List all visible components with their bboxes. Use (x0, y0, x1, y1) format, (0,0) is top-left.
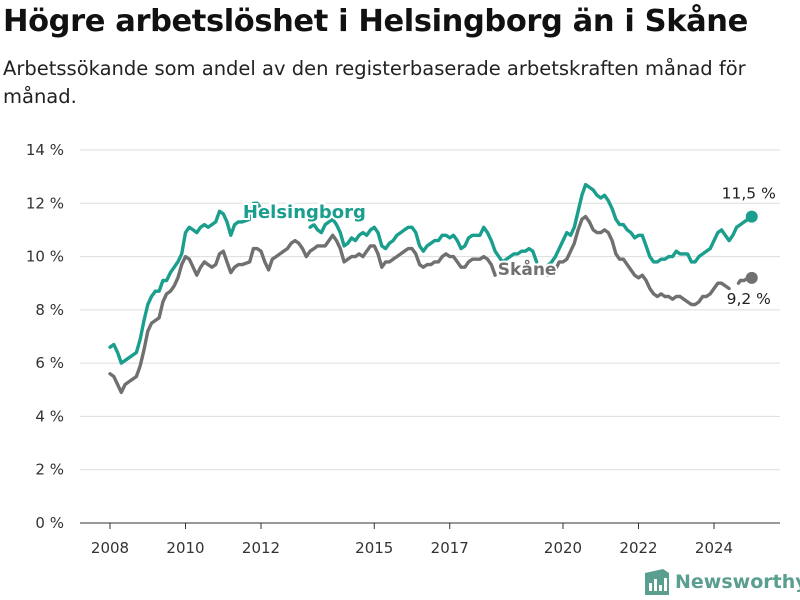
y-tick-label: 4 % (35, 407, 64, 425)
y-axis: 0 % 2 % 4 % 6 % 8 % 10 % 12 % 14 % (26, 141, 64, 532)
series-line-helsingborg (108, 201, 263, 365)
y-tick-label: 2 % (35, 461, 64, 479)
series-line-helsingborg (278, 209, 293, 219)
brand-name: Newsworthy (675, 571, 800, 593)
y-tick-label: 8 % (35, 301, 64, 319)
chart-title: Högre arbetslöshet i Helsingborg än i Sk… (3, 4, 748, 39)
end-value-label-helsingborg: 11,5 % (722, 185, 776, 203)
newsworthy-logo: Newsworthy (645, 569, 800, 595)
grid-lines (80, 149, 780, 524)
x-axis: 2008 2010 2012 2015 2017 2020 2022 2024 (91, 523, 733, 557)
series-line-helsingborg (544, 182, 754, 269)
newsworthy-logo-icon (645, 569, 669, 595)
series-labels: 11,5 % 9,2 % Helsingborg Skåne (241, 185, 776, 308)
y-tick-label: 0 % (35, 514, 64, 532)
series-line-skane (546, 214, 731, 307)
end-point-skane (745, 271, 758, 284)
x-tick-label: 2020 (544, 539, 582, 557)
x-tick-label: 2010 (166, 539, 204, 557)
y-tick-label: 6 % (35, 354, 64, 372)
x-tick-label: 2008 (91, 539, 129, 557)
y-tick-label: 12 % (26, 194, 64, 212)
series-line-helsingborg (308, 217, 539, 264)
x-tick-label: 2015 (355, 539, 393, 557)
x-tick-label: 2024 (695, 539, 733, 557)
series-label-helsingborg: Helsingborg (243, 202, 366, 223)
y-tick-label: 10 % (26, 248, 64, 266)
y-tick-label: 14 % (26, 141, 64, 159)
x-tick-label: 2012 (242, 539, 280, 557)
series-label-skane: Skåne (498, 258, 557, 280)
series-line-skane (108, 233, 497, 395)
x-tick-label: 2022 (619, 539, 657, 557)
series-lines (108, 182, 758, 395)
chart-subtitle: Arbetssökande som andel av den registerb… (3, 57, 746, 108)
x-tick-label: 2017 (431, 539, 469, 557)
end-point-helsingborg (745, 210, 758, 223)
end-value-label-skane: 9,2 % (727, 290, 771, 308)
